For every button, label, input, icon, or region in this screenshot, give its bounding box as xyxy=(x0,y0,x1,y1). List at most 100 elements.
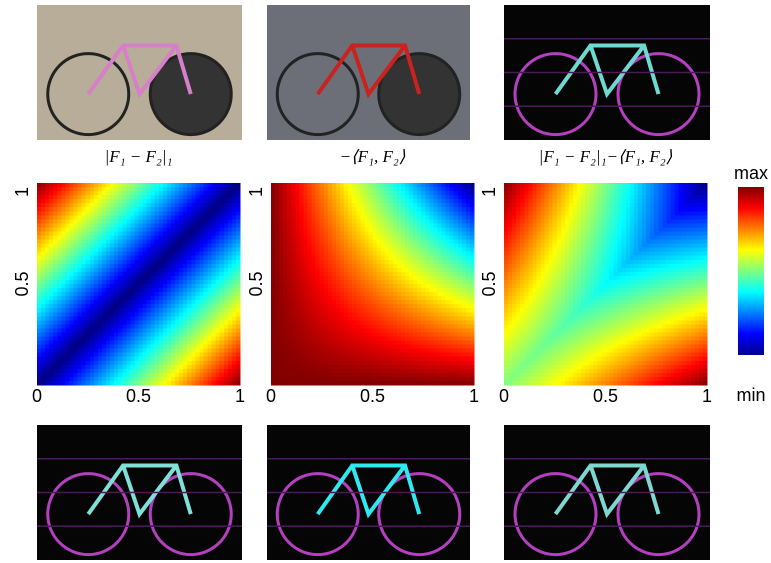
heatmap-cell xyxy=(37,272,42,277)
heatmap-cell xyxy=(134,312,139,317)
heatmap-cell xyxy=(147,320,152,325)
heatmap-cell xyxy=(236,276,241,281)
heatmap-cell xyxy=(377,268,382,273)
heatmap-cell xyxy=(368,260,373,265)
heatmap-cell xyxy=(442,260,447,265)
heatmap-cell xyxy=(171,337,176,342)
heatmap-cell xyxy=(320,357,325,362)
heatmap-cell xyxy=(275,199,280,204)
heatmap-cell xyxy=(236,199,241,204)
heatmap-cell xyxy=(442,244,447,249)
heatmap-cell xyxy=(340,280,345,285)
heatmap-cell xyxy=(352,183,357,188)
heatmap-cell xyxy=(163,365,168,370)
heatmap-cell xyxy=(352,316,357,321)
heatmap-cell xyxy=(385,256,390,261)
heatmap-cell xyxy=(401,248,406,253)
heatmap-cell xyxy=(41,296,46,301)
heatmap-cell xyxy=(336,264,341,269)
heatmap-cell xyxy=(450,296,455,301)
heatmap-cell xyxy=(98,268,103,273)
heatmap-cell xyxy=(53,199,58,204)
heatmap-cell xyxy=(151,203,156,208)
heatmap-cell xyxy=(126,304,131,309)
heatmap-cell xyxy=(340,345,345,350)
heatmap-cell xyxy=(212,272,217,277)
heatmap-cell xyxy=(409,191,414,196)
heatmap-cell xyxy=(94,280,99,285)
heatmap-cell xyxy=(155,199,160,204)
heatmap-cell xyxy=(356,357,361,362)
heatmap-cell xyxy=(37,211,42,216)
heatmap-cell xyxy=(340,227,345,232)
heatmap-cell xyxy=(179,377,184,382)
heatmap-cell xyxy=(324,316,329,321)
heatmap-cell xyxy=(106,337,111,342)
heatmap-cell xyxy=(332,276,337,281)
heatmap-cell xyxy=(53,195,58,200)
heatmap-cell xyxy=(179,345,184,350)
heatmap-cell xyxy=(409,337,414,342)
heatmap-cell xyxy=(356,244,361,249)
heatmap-cell xyxy=(41,183,46,188)
heatmap-cell xyxy=(368,357,373,362)
heatmap-cell xyxy=(397,211,402,216)
heatmap-cell xyxy=(159,296,164,301)
heatmap-cell xyxy=(82,345,87,350)
heatmap-cell xyxy=(82,268,87,273)
heatmap-cell xyxy=(171,312,176,317)
heatmap-cell xyxy=(287,203,292,208)
heatmap-cell xyxy=(130,268,135,273)
heatmap-cell xyxy=(61,244,66,249)
heatmap-cell xyxy=(179,304,184,309)
heatmap-cell xyxy=(421,332,426,337)
heatmap-cell xyxy=(413,215,418,220)
heatmap-cell xyxy=(340,369,345,374)
heatmap-cell xyxy=(110,244,115,249)
heatmap-cell xyxy=(299,296,304,301)
heatmap-cell xyxy=(425,312,430,317)
heatmap-cell xyxy=(336,280,341,285)
heatmap-cell xyxy=(401,203,406,208)
heatmap-cell xyxy=(458,341,463,346)
heatmap-cell xyxy=(155,183,160,188)
heatmap-cell xyxy=(53,236,58,241)
heatmap-cell xyxy=(320,332,325,337)
heatmap-cell xyxy=(195,276,200,281)
heatmap-cell xyxy=(49,195,54,200)
heatmap-cell xyxy=(98,304,103,309)
heatmap-cell xyxy=(377,328,382,333)
heatmap-cell xyxy=(377,236,382,241)
heatmap-cell xyxy=(328,308,333,313)
heatmap-cell xyxy=(442,369,447,374)
heatmap-cell xyxy=(462,191,467,196)
heatmap-cell xyxy=(69,308,74,313)
heatmap-cell xyxy=(163,231,168,236)
heatmap-cell xyxy=(114,219,119,224)
heatmap-cell xyxy=(183,276,188,281)
heatmap-cell xyxy=(389,341,394,346)
heatmap-cell xyxy=(303,280,308,285)
heatmap-cell xyxy=(454,381,459,386)
heatmap-cell xyxy=(348,280,353,285)
heatmap-cell xyxy=(195,252,200,257)
heatmap-cell xyxy=(232,191,237,196)
heatmap-cell xyxy=(74,252,79,257)
heatmap-cell xyxy=(348,357,353,362)
heatmap-cell xyxy=(454,236,459,241)
heatmap-cell xyxy=(344,260,349,265)
heatmap-cell xyxy=(417,328,422,333)
heatmap-cell xyxy=(373,369,378,374)
heatmap-cell xyxy=(175,316,180,321)
heatmap-cell xyxy=(78,195,83,200)
heatmap-cell xyxy=(368,373,373,378)
heatmap-cell xyxy=(175,276,180,281)
heatmap-cell xyxy=(163,199,168,204)
heatmap-cell xyxy=(191,308,196,313)
heatmap-cell xyxy=(466,248,471,253)
heatmap-cell xyxy=(283,215,288,220)
heatmap-cell xyxy=(312,373,317,378)
heatmap-cell xyxy=(106,203,111,208)
heatmap-cell xyxy=(151,365,156,370)
heatmap-cell xyxy=(271,199,276,204)
